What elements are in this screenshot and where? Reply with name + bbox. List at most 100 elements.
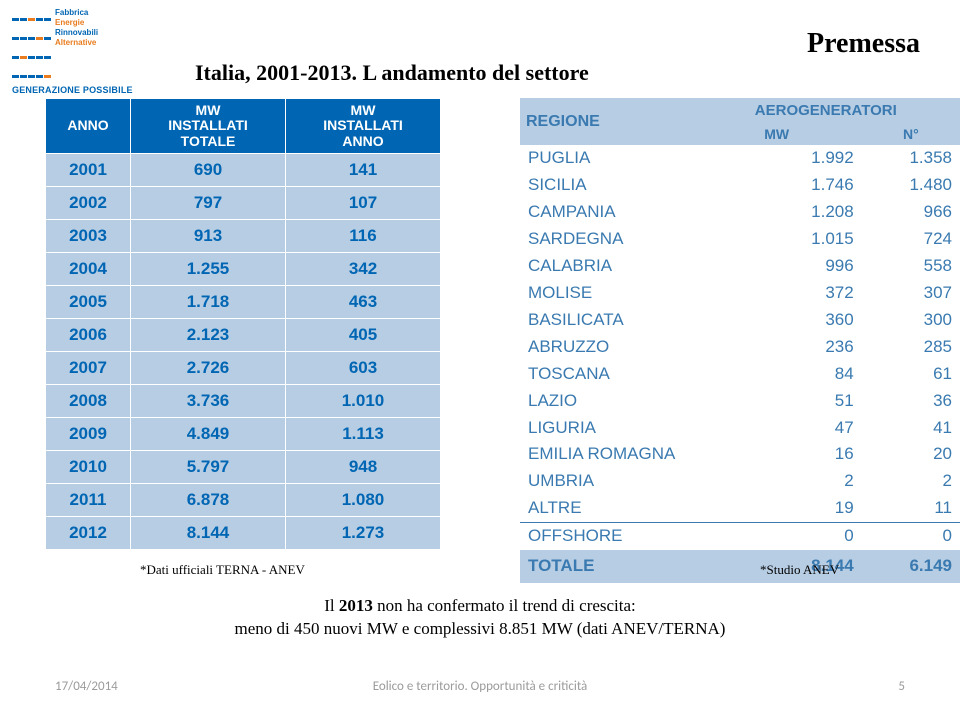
- table-row: 2001690141: [46, 154, 441, 187]
- citation-right: *Studio ANEV: [760, 562, 839, 578]
- table-row: 20041.255342: [46, 253, 441, 286]
- table-cell: 2001: [46, 154, 131, 187]
- table-cell: 2003: [46, 220, 131, 253]
- table-cell: TOSCANA: [520, 361, 692, 388]
- table-cell: 141: [286, 154, 441, 187]
- table-row: 20128.1441.273: [46, 517, 441, 550]
- table-row: UMBRIA22: [520, 468, 960, 495]
- table-cell: 342: [286, 253, 441, 286]
- table-cell: 1.358: [862, 145, 960, 172]
- table-row: 20083.7361.010: [46, 385, 441, 418]
- table-cell: 913: [131, 220, 286, 253]
- table-cell: 41: [862, 415, 960, 442]
- table-header: MWINSTALLATIANNO: [286, 99, 441, 154]
- table-cell: 2: [862, 468, 960, 495]
- table-cell: EMILIA ROMAGNA: [520, 441, 692, 468]
- table-cell: 8.144: [131, 517, 286, 550]
- table-cell: LAZIO: [520, 388, 692, 415]
- table-cell: 2.123: [131, 319, 286, 352]
- table-cell: 690: [131, 154, 286, 187]
- table-cell: 1.080: [286, 484, 441, 517]
- table-cell: 966: [862, 199, 960, 226]
- col-aero: AEROGENERATORI: [692, 98, 960, 124]
- table-cell: 1.113: [286, 418, 441, 451]
- table-cell: 1.010: [286, 385, 441, 418]
- table-cell: 11: [862, 495, 960, 522]
- table-cell: 6.878: [131, 484, 286, 517]
- table-cell: 300: [862, 307, 960, 334]
- table-cell: 3.736: [131, 385, 286, 418]
- table-cell: 2008: [46, 385, 131, 418]
- table-cell: CALABRIA: [520, 253, 692, 280]
- table-row: 20094.8491.113: [46, 418, 441, 451]
- table-cell: 724: [862, 226, 960, 253]
- table-cell: OFFSHORE: [520, 523, 692, 550]
- table-cell: 84: [692, 361, 862, 388]
- table-header: MWINSTALLATITOTALE: [131, 99, 286, 154]
- table-cell: 1.273: [286, 517, 441, 550]
- table-row: PUGLIA1.9921.358: [520, 145, 960, 172]
- citation-left: *Dati ufficiali TERNA - ANEV: [140, 562, 305, 578]
- table-row: 2002797107: [46, 187, 441, 220]
- table-cell: 20: [862, 441, 960, 468]
- logo-icon: [12, 8, 52, 84]
- table-cell: 1.746: [692, 172, 862, 199]
- table-row: EMILIA ROMAGNA1620: [520, 441, 960, 468]
- table-cell: 372: [692, 280, 862, 307]
- table-row: 20051.718463: [46, 286, 441, 319]
- table-cell: 19: [692, 495, 862, 522]
- table-row: BASILICATA360300: [520, 307, 960, 334]
- table-cell: TOTALE: [520, 550, 692, 583]
- table-cell: 0: [692, 523, 862, 550]
- table-cell: CAMPANIA: [520, 199, 692, 226]
- table-cell: SARDEGNA: [520, 226, 692, 253]
- table-cell: 307: [862, 280, 960, 307]
- table-row: 20105.797948: [46, 451, 441, 484]
- table-row: 20072.726603: [46, 352, 441, 385]
- table-cell: 2: [692, 468, 862, 495]
- table-cell: 463: [286, 286, 441, 319]
- table-header: ANNO: [46, 99, 131, 154]
- table-row: 20062.123405: [46, 319, 441, 352]
- table-cell: 2012: [46, 517, 131, 550]
- table-cell: PUGLIA: [520, 145, 692, 172]
- footer-page: 5: [898, 679, 905, 694]
- table-cell: 285: [862, 334, 960, 361]
- table-cell: 2.726: [131, 352, 286, 385]
- region-table: REGIONE AEROGENERATORI MW N° PUGLIA1.992…: [520, 98, 960, 583]
- table-row: OFFSHORE00: [520, 523, 960, 550]
- table-cell: 47: [692, 415, 862, 442]
- table-cell: 2010: [46, 451, 131, 484]
- table-cell: MOLISE: [520, 280, 692, 307]
- table-cell: 51: [692, 388, 862, 415]
- table-row: MOLISE372307: [520, 280, 960, 307]
- table-row: ABRUZZO236285: [520, 334, 960, 361]
- table-cell: 6.149: [862, 550, 960, 583]
- table-cell: 1.015: [692, 226, 862, 253]
- logo-words: Fabbrica Energie Rinnovabili Alternative: [55, 8, 98, 48]
- table-cell: BASILICATA: [520, 307, 692, 334]
- footer-title: Eolico e territorio. Opportunità e criti…: [0, 679, 960, 694]
- table-row: LAZIO5136: [520, 388, 960, 415]
- table-cell: ALTRE: [520, 495, 692, 522]
- table-row: 20116.8781.080: [46, 484, 441, 517]
- table-cell: LIGURIA: [520, 415, 692, 442]
- table-row: TOSCANA8461: [520, 361, 960, 388]
- table-cell: 116: [286, 220, 441, 253]
- table-cell: 996: [692, 253, 862, 280]
- table-cell: 2004: [46, 253, 131, 286]
- section-label: Premessa: [807, 28, 920, 60]
- table-cell: 2006: [46, 319, 131, 352]
- table-row: CALABRIA996558: [520, 253, 960, 280]
- col-region: REGIONE: [520, 98, 692, 145]
- table-cell: 797: [131, 187, 286, 220]
- installed-mw-table: ANNOMWINSTALLATITOTALEMWINSTALLATIANNO 2…: [45, 98, 441, 550]
- table-cell: 4.849: [131, 418, 286, 451]
- table-cell: 360: [692, 307, 862, 334]
- table-row: SICILIA1.7461.480: [520, 172, 960, 199]
- table-row: 2003913116: [46, 220, 441, 253]
- table-cell: 36: [862, 388, 960, 415]
- table-cell: 0: [862, 523, 960, 550]
- table-cell: 603: [286, 352, 441, 385]
- table-cell: ABRUZZO: [520, 334, 692, 361]
